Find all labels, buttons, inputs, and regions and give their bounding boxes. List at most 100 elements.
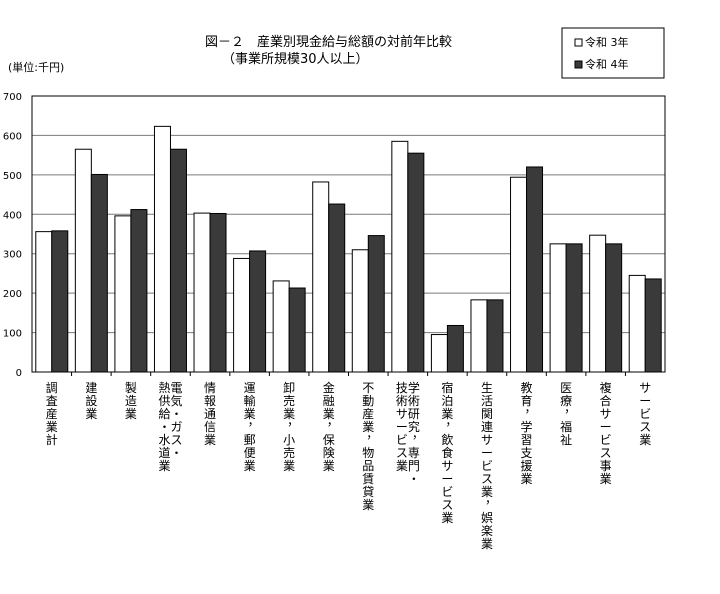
x-category-char: 製 xyxy=(125,381,137,395)
bar-r3 xyxy=(430,334,448,373)
x-category-char: 宿 xyxy=(441,380,453,395)
x-category-char: 研 xyxy=(408,407,420,421)
x-category-char: 供 xyxy=(158,394,170,408)
bar-r4 xyxy=(249,250,267,373)
x-category-char: ・ xyxy=(158,420,170,434)
x-category-char: 運 xyxy=(244,381,256,395)
x-category-char: 業 xyxy=(481,537,493,551)
x-category-char: 業 xyxy=(46,420,58,434)
x-category-char: 泊 xyxy=(441,394,453,408)
x-category-char: 不 xyxy=(362,381,374,395)
x-category-char: ・ xyxy=(170,446,182,460)
bar-r3 xyxy=(193,212,211,373)
x-category-char: ビ xyxy=(639,407,651,421)
x-category-char: ・ xyxy=(170,407,182,421)
bar-r4 xyxy=(51,230,69,373)
x-category-char: 便 xyxy=(244,446,256,460)
x-category-char: 郵 xyxy=(244,433,256,447)
x-category-char: 業 xyxy=(323,459,335,473)
x-category-char: 情 xyxy=(204,381,216,395)
x-category-char: 学 xyxy=(521,419,533,434)
chart-subtitle: （事業所規模30人以上） xyxy=(222,51,369,67)
bar-r3 xyxy=(510,176,528,373)
x-category-char: 売 xyxy=(283,393,295,408)
x-category-char: 熱 xyxy=(158,381,170,395)
x-category-char: ビ xyxy=(441,485,453,499)
bar-r3 xyxy=(589,234,607,373)
bar-r3 xyxy=(272,280,290,373)
x-category-char: 学 xyxy=(408,380,420,395)
y-tick-label: 300 xyxy=(3,250,22,261)
x-category-char: 業 xyxy=(481,485,493,499)
x-category-char: ス xyxy=(481,472,493,486)
x-category-char: 支 xyxy=(521,446,533,460)
x-category-char: 業 xyxy=(521,472,533,486)
x-category-char: ビ xyxy=(481,459,493,473)
x-category-char: サ xyxy=(441,459,453,473)
x-category-char: 関 xyxy=(481,407,493,421)
x-category-char: 信 xyxy=(204,420,216,434)
x-category-label: 建設業 xyxy=(85,381,97,421)
bar-r3 xyxy=(351,249,369,373)
legend-box xyxy=(561,27,665,79)
x-category-char: 設 xyxy=(85,393,97,408)
x-category-char: ス xyxy=(441,498,453,512)
x-category-char: ー xyxy=(481,446,493,460)
x-category-char: ー xyxy=(639,394,651,408)
x-category-char: 業 xyxy=(639,433,651,447)
bar-r4 xyxy=(446,324,464,373)
x-category-label: 卸売業，小売業 xyxy=(283,380,299,473)
x-category-char: 賃 xyxy=(362,471,374,486)
x-category-char: 連 xyxy=(481,420,493,434)
x-category-char: 業 xyxy=(396,459,408,473)
x-category-char: サ xyxy=(396,407,408,421)
x-category-char: 究 xyxy=(408,419,420,434)
x-category-char: 業 xyxy=(600,472,612,486)
x-category-label: 医療， 福祉 xyxy=(560,381,576,447)
bar-r4 xyxy=(565,243,583,373)
y-tick-label: 700 xyxy=(3,92,22,103)
x-category-char: 育 xyxy=(521,393,533,408)
y-tick-label: 500 xyxy=(3,171,22,182)
x-category-char: 卸 xyxy=(283,380,295,395)
bar-r3 xyxy=(233,257,251,373)
bar-r4 xyxy=(526,166,544,373)
x-category-char: ビ xyxy=(396,433,408,447)
bar-r3 xyxy=(470,299,488,373)
x-category-char: 業 xyxy=(283,459,295,473)
x-category-char: 建 xyxy=(85,381,97,395)
x-category-char: 複 xyxy=(600,380,612,395)
x-category-char: サ xyxy=(639,381,651,395)
x-category-char: 業 xyxy=(362,420,374,434)
x-category-char: 物 xyxy=(362,446,374,460)
legend-label-r4: 令和 4年 xyxy=(585,57,629,71)
unit-label: (単位:千円) xyxy=(8,60,64,74)
x-category-char: 飲 xyxy=(441,432,453,447)
x-category-char: ス xyxy=(396,446,408,460)
x-category-char: 調 xyxy=(46,381,58,395)
bar-r4 xyxy=(130,209,148,373)
y-tick-labels: 0 100 200 300 400 500 600 700 xyxy=(3,92,22,379)
x-category-char: 業 xyxy=(323,407,335,421)
x-category-char: 食 xyxy=(441,445,453,460)
x-category-char: 娯 xyxy=(481,511,493,525)
legend-label-r3: 令和 3年 xyxy=(585,35,629,49)
bar-r4 xyxy=(367,235,385,373)
x-category-char: 医 xyxy=(560,381,572,395)
x-category-char: 技 xyxy=(396,381,408,395)
chart-title: 図－２ 産業別現金給与総額の対前年比較 xyxy=(205,34,452,50)
x-category-char: ， xyxy=(485,492,497,506)
x-category-char: 教 xyxy=(521,380,533,395)
axes xyxy=(31,95,666,376)
x-category-char: ， xyxy=(445,414,457,428)
bar-r4 xyxy=(169,148,187,373)
bar-r4 xyxy=(328,203,346,373)
